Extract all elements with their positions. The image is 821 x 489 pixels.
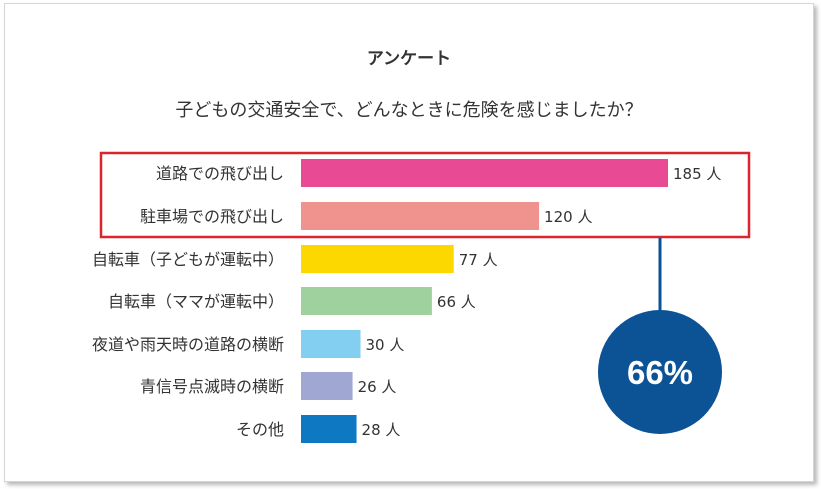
category-label: 自転車（ママが運転中） <box>108 292 284 311</box>
data-label: 77 人 <box>459 251 498 269</box>
category-label: 青信号点滅時の横断 <box>140 377 284 396</box>
bar <box>301 415 357 443</box>
callout-circle <box>598 310 722 434</box>
bar <box>301 330 361 358</box>
category-label: 夜道や雨天時の道路の横断 <box>92 335 284 354</box>
data-label: 26 人 <box>358 378 397 396</box>
chart-title: 子どもの交通安全で、どんなときに危険を感じましたか？ <box>175 100 643 121</box>
bar <box>301 202 540 230</box>
data-label: 28 人 <box>362 421 401 439</box>
category-label: その他 <box>236 420 284 439</box>
bar <box>301 372 353 400</box>
category-label: 自転車（子どもが運転中） <box>92 250 284 269</box>
data-label: 30 人 <box>366 336 405 354</box>
data-label: 185 人 <box>673 165 721 183</box>
callout-percentage: 66% <box>627 354 693 391</box>
data-label: 120 人 <box>544 208 592 226</box>
category-label: 駐車場での飛び出し <box>140 207 284 226</box>
survey-label: アンケート <box>366 49 452 69</box>
highlight-box <box>99 151 751 239</box>
data-label: 66 人 <box>437 293 476 311</box>
category-label: 道路での飛び出し <box>156 164 284 183</box>
bar <box>301 159 668 187</box>
chart-card: アンケート 子どもの交通安全で、どんなときに危険を感じましたか？ <box>4 3 814 482</box>
bar <box>301 287 432 315</box>
bar <box>301 245 454 273</box>
